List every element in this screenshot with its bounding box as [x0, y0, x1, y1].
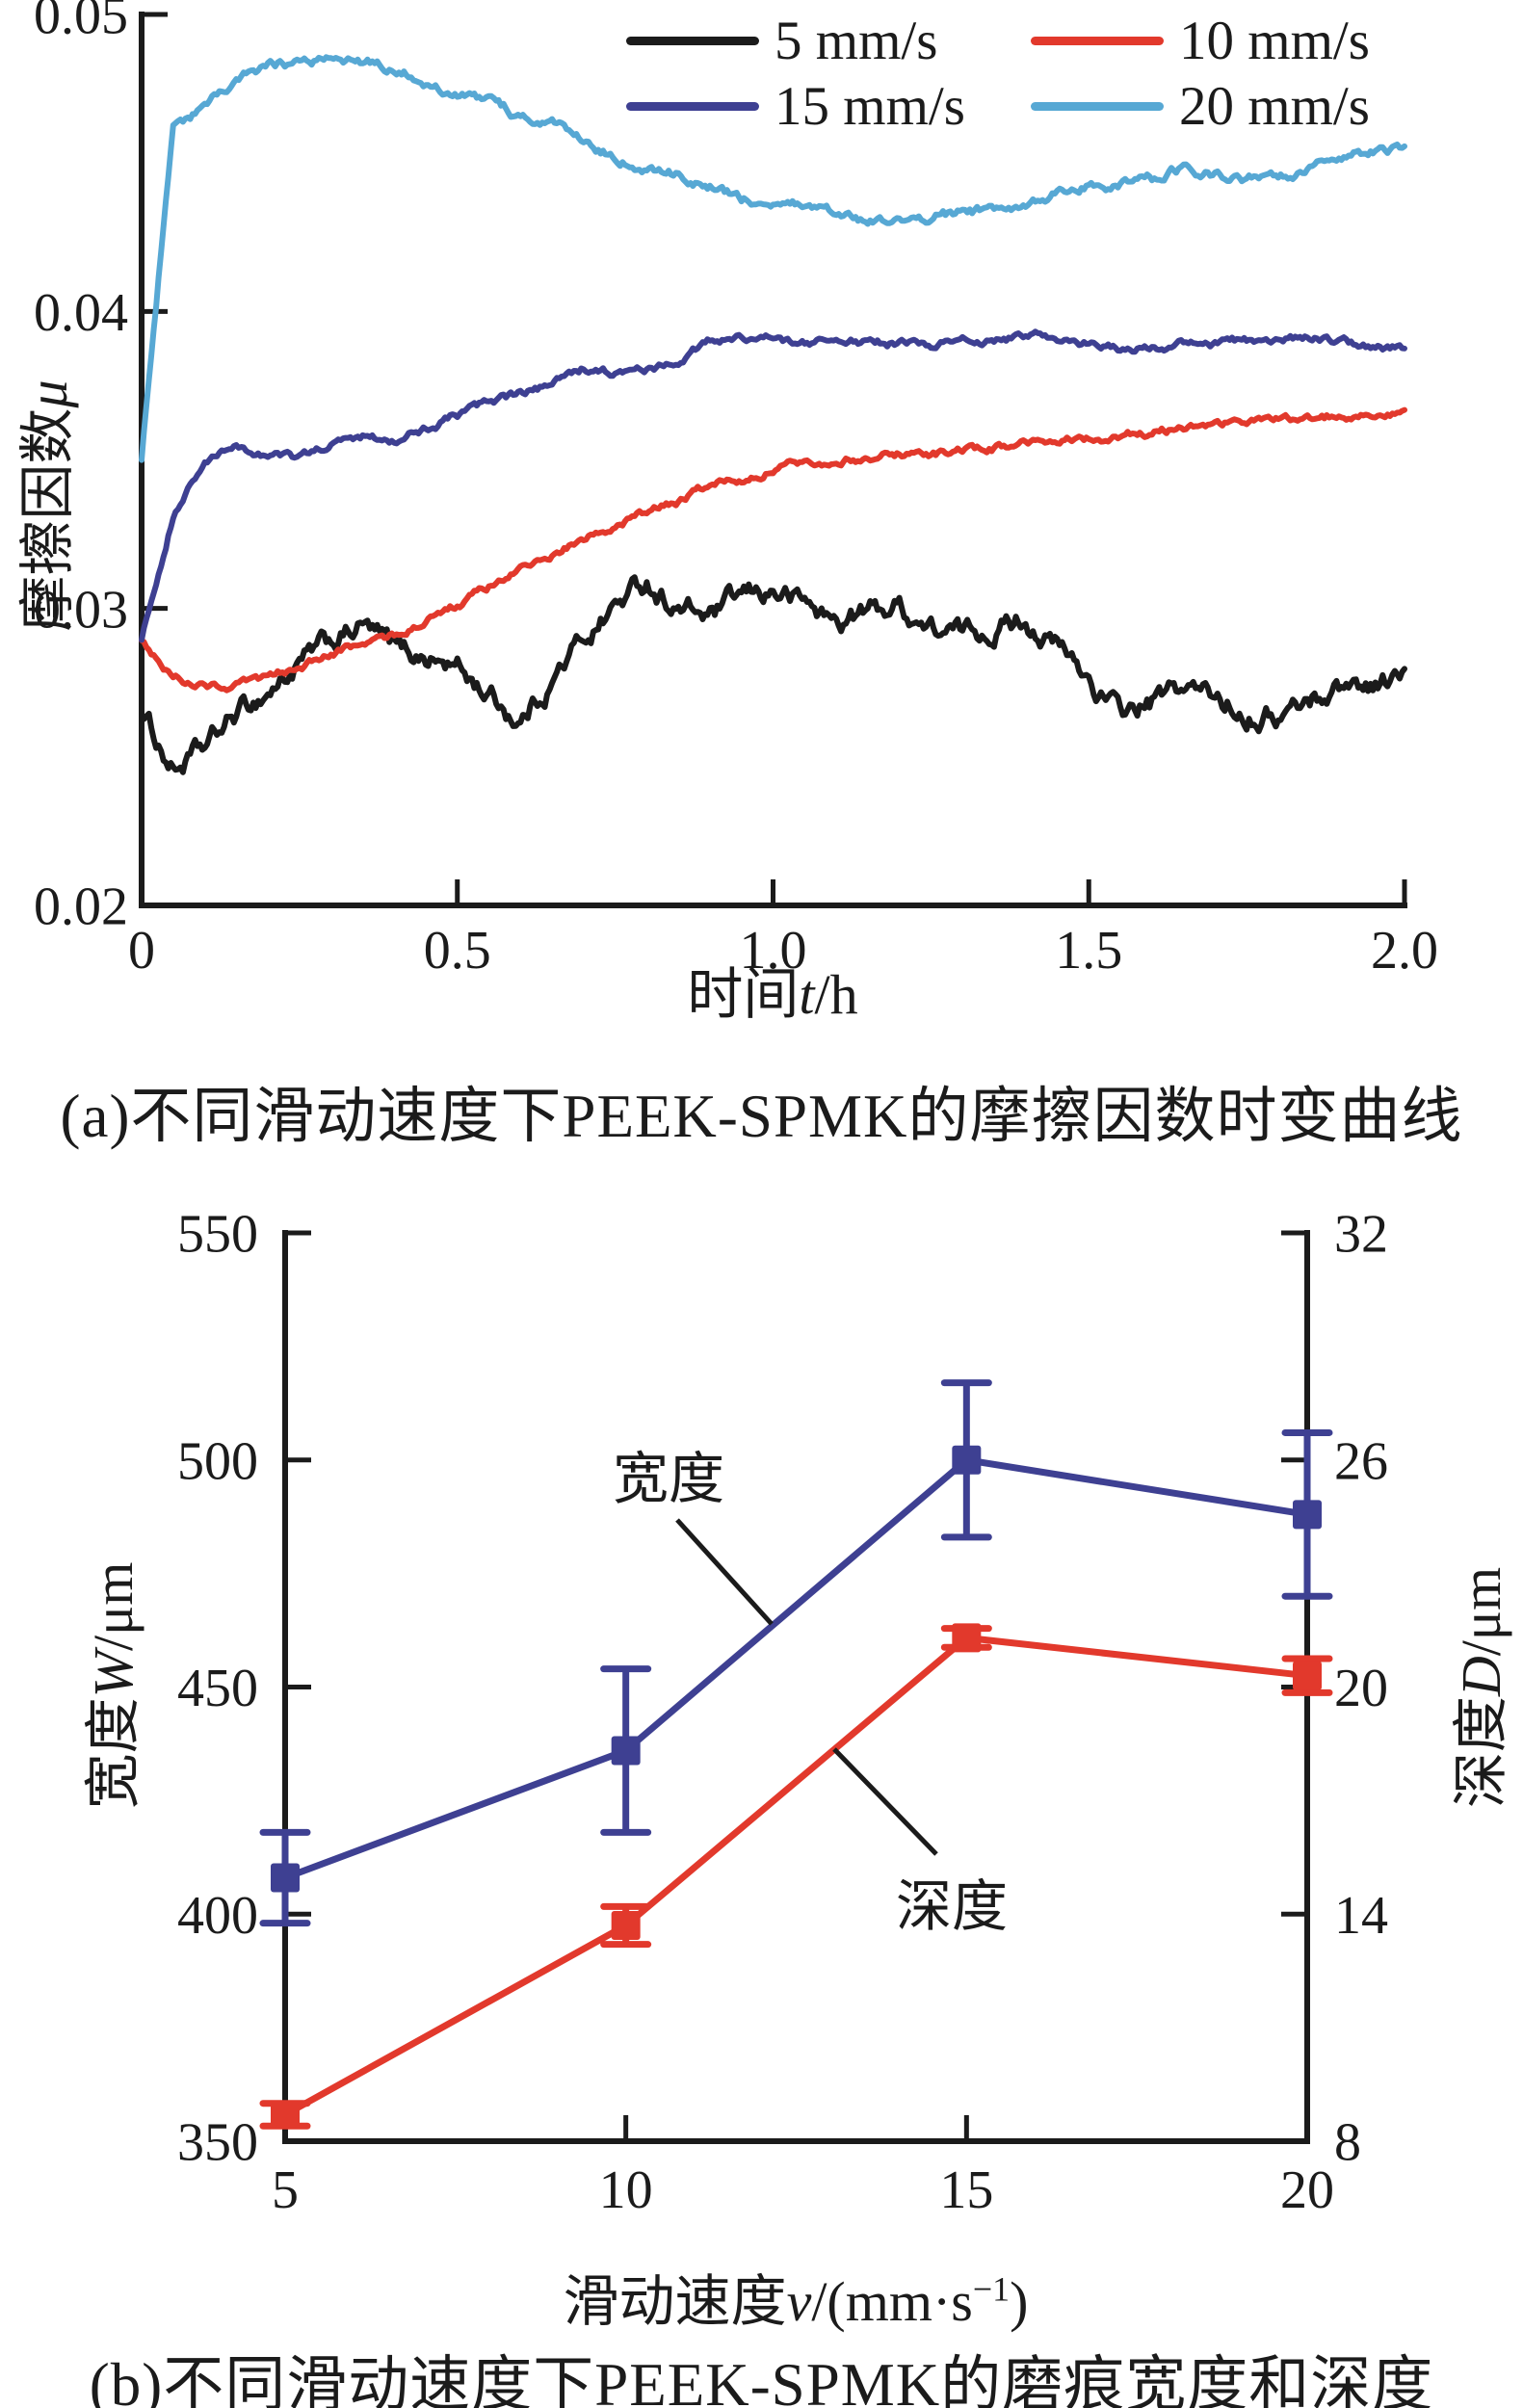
chart-a-curve-10mms: [139, 406, 1407, 694]
legend-label-15mms: 15 mm/s: [775, 75, 965, 137]
chart-a-y-tick-label: 0.02: [34, 877, 128, 937]
chart-a-x-axis-label: 时间t/h: [687, 963, 858, 1026]
legend-item-15mms: 15 mm/s: [626, 75, 965, 137]
legend-item-5mms: 5 mm/s: [626, 10, 937, 71]
legend-label-5mms: 5 mm/s: [775, 10, 938, 71]
chart-b-left-tick-label: 450: [177, 1659, 258, 1718]
chart-b-depth-marker: [952, 1623, 982, 1653]
chart-b-x-tick-label: 15: [939, 2160, 993, 2220]
chart-a-x-tick-label: 2.0: [1371, 921, 1438, 981]
chart-b-x-tick-label: 5: [272, 2160, 299, 2220]
chart-b-right-tick-label: 14: [1334, 1886, 1388, 1946]
chart-a-x-tick-label: 1.0: [740, 921, 807, 981]
legend-label-10mms: 10 mm/s: [1179, 10, 1370, 71]
chart-a-x-tick-label: 0.5: [424, 921, 491, 981]
legend-item-10mms: 10 mm/s: [1031, 10, 1370, 71]
chart-b-x-tick-label: 10: [599, 2160, 653, 2220]
annotation-depth: 深度: [895, 1875, 1009, 1938]
chart-a-y-tick-label: 0.05: [34, 0, 128, 46]
chart-b-depth-marker: [1293, 1661, 1322, 1690]
legend-line-5mms-icon: [626, 36, 759, 45]
legend-line-15mms-icon: [626, 101, 759, 111]
chart-a-y-axis-label: 摩擦因数μ: [16, 380, 79, 632]
chart-b-depth-marker: [271, 2100, 300, 2130]
chart-b-right-y-axis-label: 深度D/μm: [1450, 1566, 1512, 1809]
chart-b-width-marker: [952, 1445, 982, 1475]
caption-a: (a)不同滑动速度下PEEK-SPMK的摩擦因数时变曲线: [60, 1083, 1463, 1150]
chart-b: 350 400 450 500 550 8 14 20 26 32 5 10 15 20: [177, 1205, 1388, 2220]
legend-line-20mms-icon: [1031, 101, 1164, 111]
chart-b-x-tick-label: 20: [1280, 2160, 1334, 2220]
chart-a-y-tick-label: 0.03: [34, 580, 128, 640]
chart-a-axes: [139, 12, 1407, 908]
chart-b-right-tick-label: 8: [1334, 2113, 1361, 2173]
annotation-leader-depth: [832, 1747, 938, 1856]
chart-b-right-tick-label: 26: [1334, 1431, 1388, 1491]
chart-b-right-tick-label: 20: [1334, 1659, 1388, 1718]
annotation-leader-width: [675, 1518, 774, 1626]
legend-line-10mms-icon: [1031, 36, 1164, 45]
chart-a-curve-5mms: [139, 574, 1407, 775]
chart-b-axes: [282, 1230, 1310, 2144]
chart-b-right-tick-label: 32: [1334, 1205, 1388, 1265]
chart-b-left-tick-label: 500: [177, 1431, 258, 1491]
chart-a-curve-15mms: [139, 328, 1407, 643]
chart-b-left-tick-label: 400: [177, 1886, 258, 1946]
legend-item-20mms: 20 mm/s: [1031, 75, 1370, 137]
chart-b-width-marker: [611, 1736, 641, 1766]
chart-b-depth-line: [283, 1634, 1308, 2118]
chart-b-width-marker: [271, 1863, 300, 1893]
chart-a-x-tick-label: 0: [128, 921, 155, 981]
chart-b-width-line: [283, 1456, 1308, 1881]
chart-a-y-tick-label: 0.04: [34, 283, 128, 343]
chart-b-left-y-axis-label: 宽度W/μm: [82, 1561, 144, 1810]
chart-a: 0.02 0.03 0.04 0.05 0 0.5 1.0 1.5 2.0: [34, 0, 1438, 981]
caption-b: (b)不同滑动速度下PEEK-SPMK的磨痕宽度和深度: [89, 2351, 1434, 2408]
chart-b-left-tick-label: 550: [177, 1205, 258, 1265]
chart-a-x-tick-label: 1.5: [1055, 921, 1122, 981]
chart-b-left-tick-label: 350: [177, 2113, 258, 2173]
chart-b-x-axis-label: 滑动速度v/(mm·s−1): [563, 2269, 1029, 2333]
annotation-width: 宽度: [612, 1448, 725, 1510]
chart-b-depth-marker: [611, 1911, 641, 1941]
legend-label-20mms: 20 mm/s: [1179, 75, 1370, 137]
chart-a-curve-20mms: [139, 54, 1407, 463]
chart-b-width-marker: [1293, 1500, 1322, 1530]
